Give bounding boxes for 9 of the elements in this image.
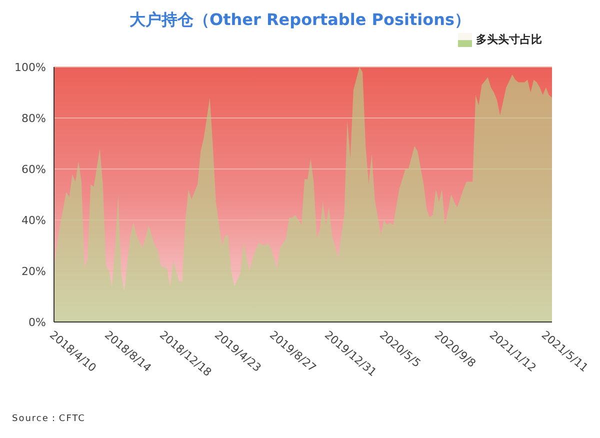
y-tick-label: 0%: [28, 316, 46, 329]
legend-label: 多头头寸占比: [476, 33, 542, 46]
chart-title: 大户持仓（Other Reportable Positions）: [128, 9, 472, 31]
y-tick-label: 80%: [22, 112, 46, 125]
y-tick-label: 60%: [22, 162, 46, 176]
source-note: Source：CFTC: [12, 413, 86, 425]
y-tick-label: 20%: [22, 264, 46, 278]
y-tick-label: 40%: [22, 214, 46, 227]
y-tick-label: 100%: [14, 60, 46, 74]
